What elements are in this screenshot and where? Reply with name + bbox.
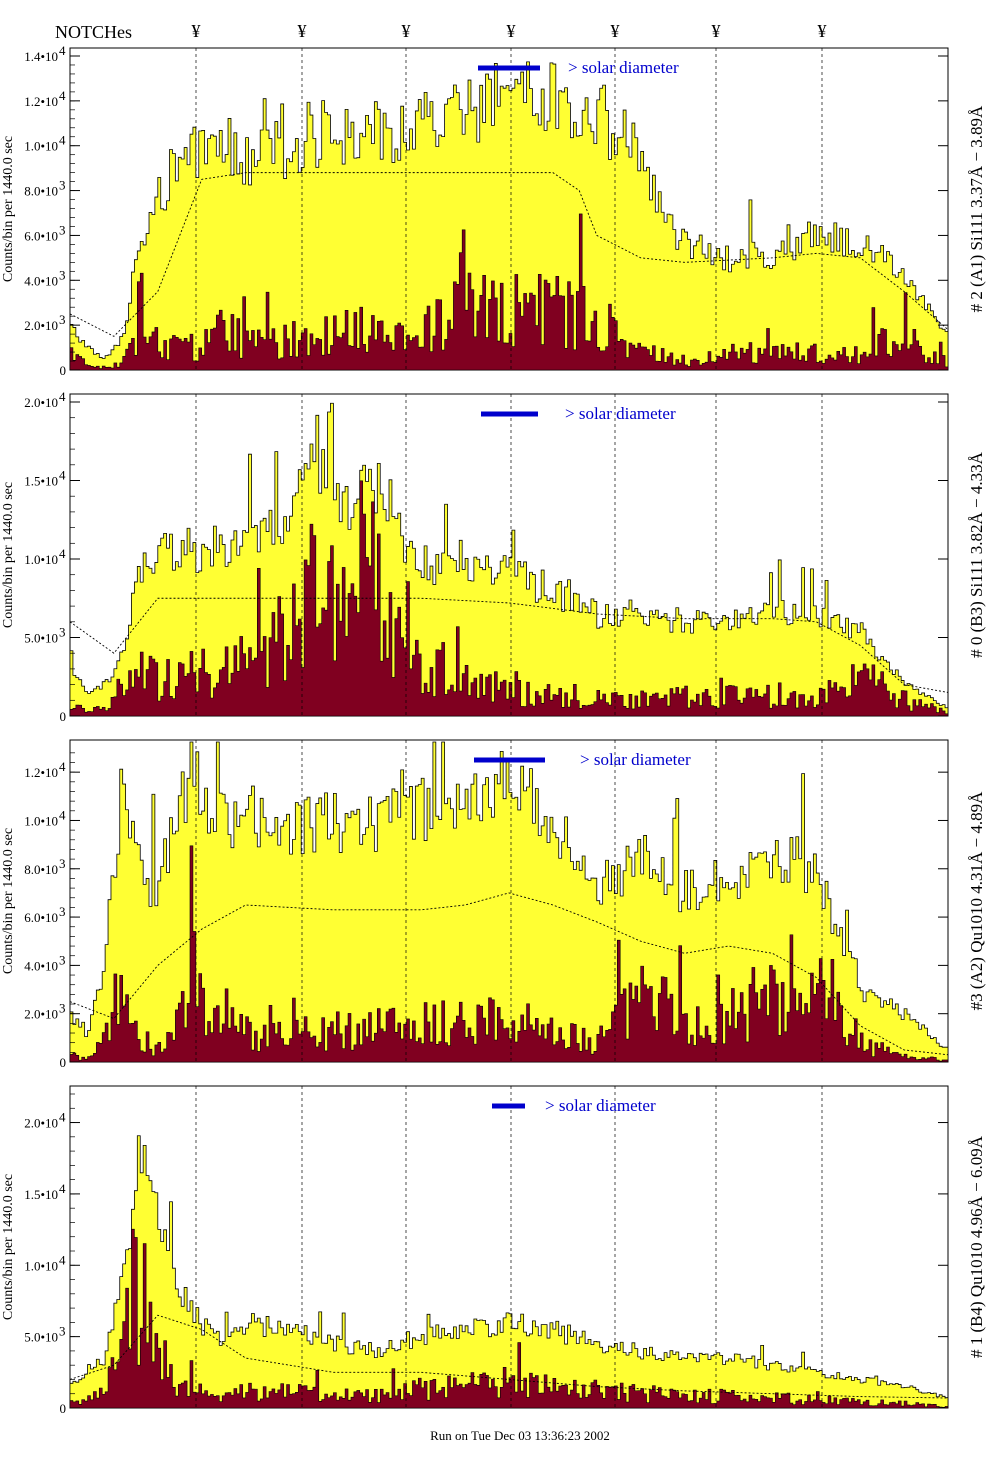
panel-1: 02.0•10 34.0•10 36.0•10 38.0•10 31.0•10 41.2•…	[1, 43, 986, 378]
total-counts-histogram	[69, 741, 949, 1063]
y-axis-label: Counts/bin per 1440.0 sec	[1, 1174, 16, 1320]
notch-marker-4: ¥	[507, 21, 516, 41]
panel-2: 05.0•10 31.0•10 41.5•10 42.0•10 4Counts/bin …	[1, 389, 986, 724]
y-tick-label: 2.0•10	[24, 1007, 58, 1022]
y-tick-label: 8.0•10	[24, 862, 58, 877]
panel-4: 05.0•10 31.0•10 41.5•10 42.0•10 4Counts/bin …	[1, 1085, 986, 1416]
y-tick-exponent: 4	[59, 759, 66, 774]
y-tick-label: 4.0•10	[24, 273, 58, 288]
y-tick-exponent: 4	[59, 1252, 66, 1267]
y-tick-label: 2.0•10	[24, 318, 58, 333]
y-tick-label: 1.2•10	[24, 765, 58, 780]
y-tick-exponent: 3	[59, 904, 66, 919]
y-tick-exponent: 4	[59, 389, 66, 404]
y-tick-exponent: 4	[59, 468, 66, 483]
notch-marker-1: ¥	[192, 21, 201, 41]
y-tick-label: 2.0•10	[24, 395, 58, 410]
model-curve	[69, 1314, 949, 1399]
y-tick-label: 5.0•10	[24, 1330, 58, 1345]
notch-marker-7: ¥	[818, 21, 827, 41]
y-tick-exponent: 3	[59, 312, 66, 327]
y-tick-exponent: 4	[59, 546, 66, 561]
channel-label: # 2 (A1) Si111 3.37Å − 3.89Å	[967, 105, 986, 312]
model-curve	[69, 892, 949, 1056]
y-tick-exponent: 4	[59, 88, 66, 103]
y-tick-exponent: 3	[59, 856, 66, 871]
y-tick-label: 0	[60, 363, 67, 378]
y-tick-label: 1.5•10	[24, 474, 58, 489]
y-tick-label: 6.0•10	[24, 228, 58, 243]
y-tick-label: 0	[60, 1055, 67, 1070]
y-tick-exponent: 4	[59, 1110, 66, 1125]
model-curve	[69, 172, 949, 337]
notch-title: NOTCHes	[55, 22, 132, 42]
notch-marker-6: ¥	[712, 21, 721, 41]
channel-label: # 0 (B3) Si111 3.82Å − 4.33Å	[967, 451, 986, 657]
y-tick-label: 1.0•10	[24, 1258, 58, 1273]
model-curve	[69, 597, 949, 693]
y-tick-exponent: 3	[59, 1001, 66, 1016]
y-tick-label: 1.0•10	[24, 813, 58, 828]
notch-marker-2: ¥	[298, 21, 307, 41]
solar-diameter-label: > solar diameter	[568, 58, 679, 77]
y-tick-label: 1.4•10	[24, 49, 58, 64]
notch-marker-3: ¥	[402, 21, 411, 41]
y-tick-label: 4.0•10	[24, 958, 58, 973]
total-counts-histogram	[69, 1135, 949, 1409]
channel-label: #3 (A2) Qu1010 4.31Å − 4.89Å	[967, 791, 986, 1010]
total-counts-histogram	[69, 61, 949, 371]
y-tick-label: 0	[60, 709, 67, 724]
y-tick-exponent: 3	[59, 625, 66, 640]
solar-diameter-label: > solar diameter	[580, 750, 691, 769]
y-tick-label: 5.0•10	[24, 631, 58, 646]
low-counts-histogram	[69, 1228, 949, 1409]
y-tick-label: 0	[60, 1401, 67, 1416]
y-tick-label: 1.5•10	[24, 1187, 58, 1202]
y-tick-label: 1.0•10	[24, 552, 58, 567]
y-axis-label: Counts/bin per 1440.0 sec	[1, 482, 16, 628]
y-tick-label: 8.0•10	[24, 184, 58, 199]
run-timestamp: Run on Tue Dec 03 13:36:23 2002	[430, 1428, 610, 1443]
notch-header: NOTCHes ¥ ¥ ¥ ¥ ¥ ¥ ¥	[55, 21, 827, 42]
y-tick-label: 2.0•10	[24, 1116, 58, 1131]
notch-marker-5: ¥	[611, 21, 620, 41]
panels: 02.0•10 34.0•10 36.0•10 38.0•10 31.0•10 41.2•…	[1, 43, 986, 1416]
low-counts-histogram	[69, 213, 949, 371]
y-tick-exponent: 4	[59, 807, 66, 822]
y-tick-exponent: 3	[59, 222, 66, 237]
y-tick-label: 1.2•10	[24, 94, 58, 109]
low-counts-histogram	[69, 480, 949, 717]
y-tick-exponent: 3	[59, 952, 66, 967]
y-tick-exponent: 3	[59, 1324, 66, 1339]
y-axis-label: Counts/bin per 1440.0 sec	[1, 136, 16, 282]
y-tick-exponent: 4	[59, 43, 66, 58]
y-axis-label: Counts/bin per 1440.0 sec	[1, 828, 16, 974]
y-tick-exponent: 4	[59, 1181, 66, 1196]
low-counts-histogram	[69, 845, 949, 1063]
channel-label: # 1 (B4) Qu1010 4.96Å − 6.09Å	[967, 1135, 986, 1358]
panel-3: 02.0•10 34.0•10 36.0•10 38.0•10 31.0•10 41.2•…	[1, 739, 986, 1070]
solar-diameter-label: > solar diameter	[565, 404, 676, 423]
y-tick-label: 1.0•10	[24, 139, 58, 154]
y-tick-exponent: 3	[59, 267, 66, 282]
y-tick-label: 6.0•10	[24, 910, 58, 925]
solar-diameter-label: > solar diameter	[545, 1096, 656, 1115]
y-tick-exponent: 3	[59, 178, 66, 193]
total-counts-histogram	[69, 402, 949, 717]
y-tick-exponent: 4	[59, 133, 66, 148]
